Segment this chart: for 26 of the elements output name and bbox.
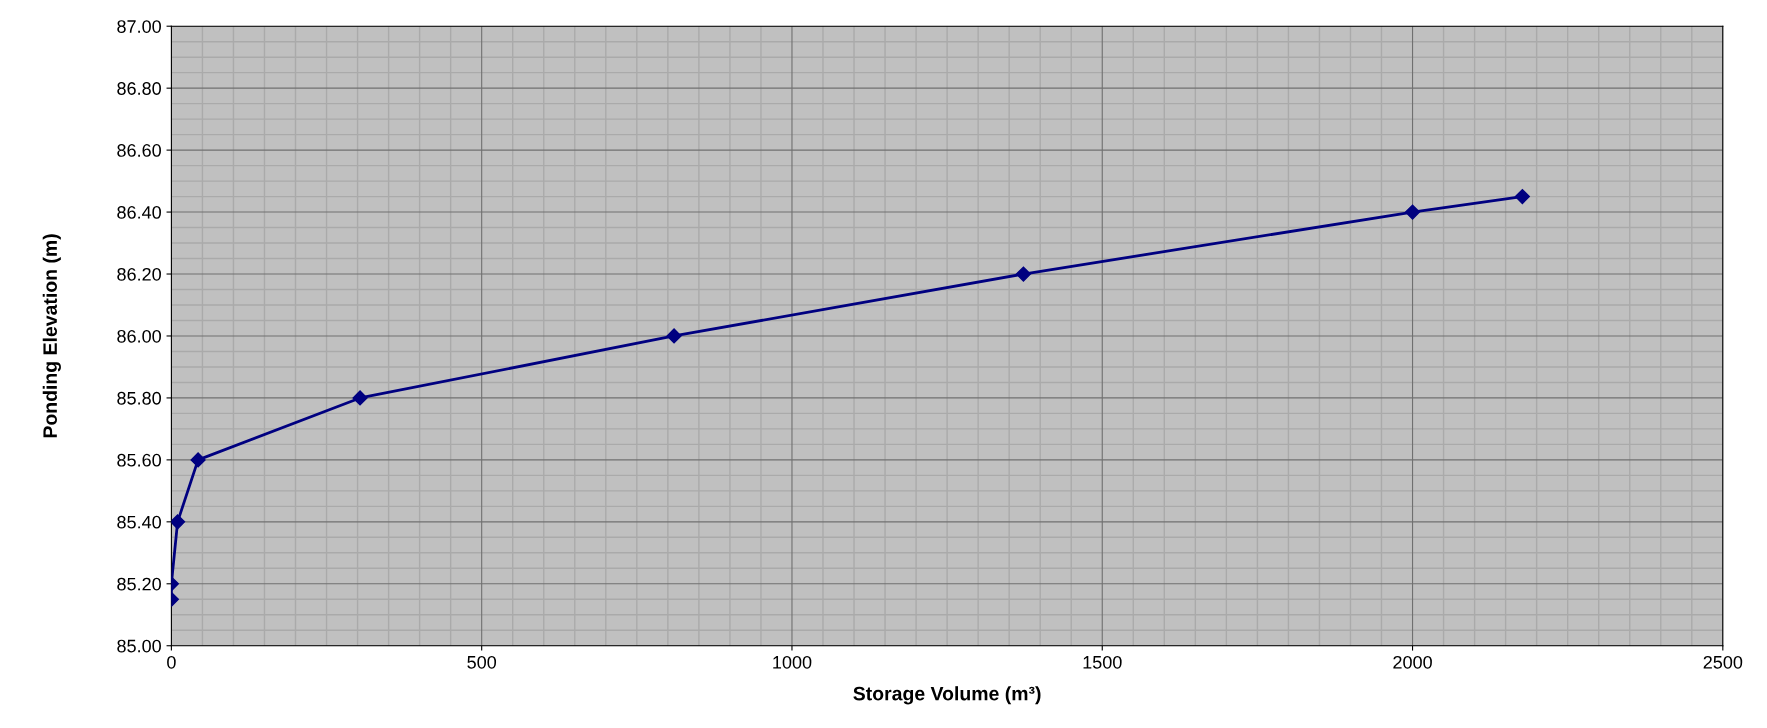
y-tick-label: 85.60: [117, 453, 161, 467]
x-tick-label: 1000: [773, 655, 812, 669]
x-tick-label: 0: [167, 655, 176, 669]
y-tick-label: 85.20: [117, 577, 161, 591]
point: [352, 390, 368, 406]
y-tick-label: 86.60: [117, 144, 161, 157]
x-tick-label: 2500: [1703, 655, 1743, 669]
x-axis-title: Storage Volume (m³): [853, 686, 1041, 705]
x-tick-label: 2000: [1393, 655, 1432, 669]
point: [666, 328, 682, 344]
point: [1015, 266, 1032, 282]
y-tick-label: 86.20: [117, 267, 161, 281]
x-tick-label: 1500: [1083, 655, 1122, 669]
y-tick-label: 86.80: [117, 82, 161, 95]
y-axis-title: Ponding Elevation (m): [42, 234, 61, 438]
y-tick-label: 87.00: [117, 20, 161, 33]
x-tick-label: 500: [467, 655, 497, 669]
point: [190, 452, 206, 468]
point: [1514, 189, 1530, 205]
y-tick-label: 86.00: [117, 329, 161, 343]
y-tick-label: 85.80: [117, 391, 161, 405]
y-tick-label: 86.40: [117, 206, 161, 219]
y-tick-label: 85.40: [117, 515, 161, 529]
point: [171, 514, 186, 530]
point: [1404, 204, 1421, 220]
y-tick-label: 85.00: [117, 639, 161, 653]
